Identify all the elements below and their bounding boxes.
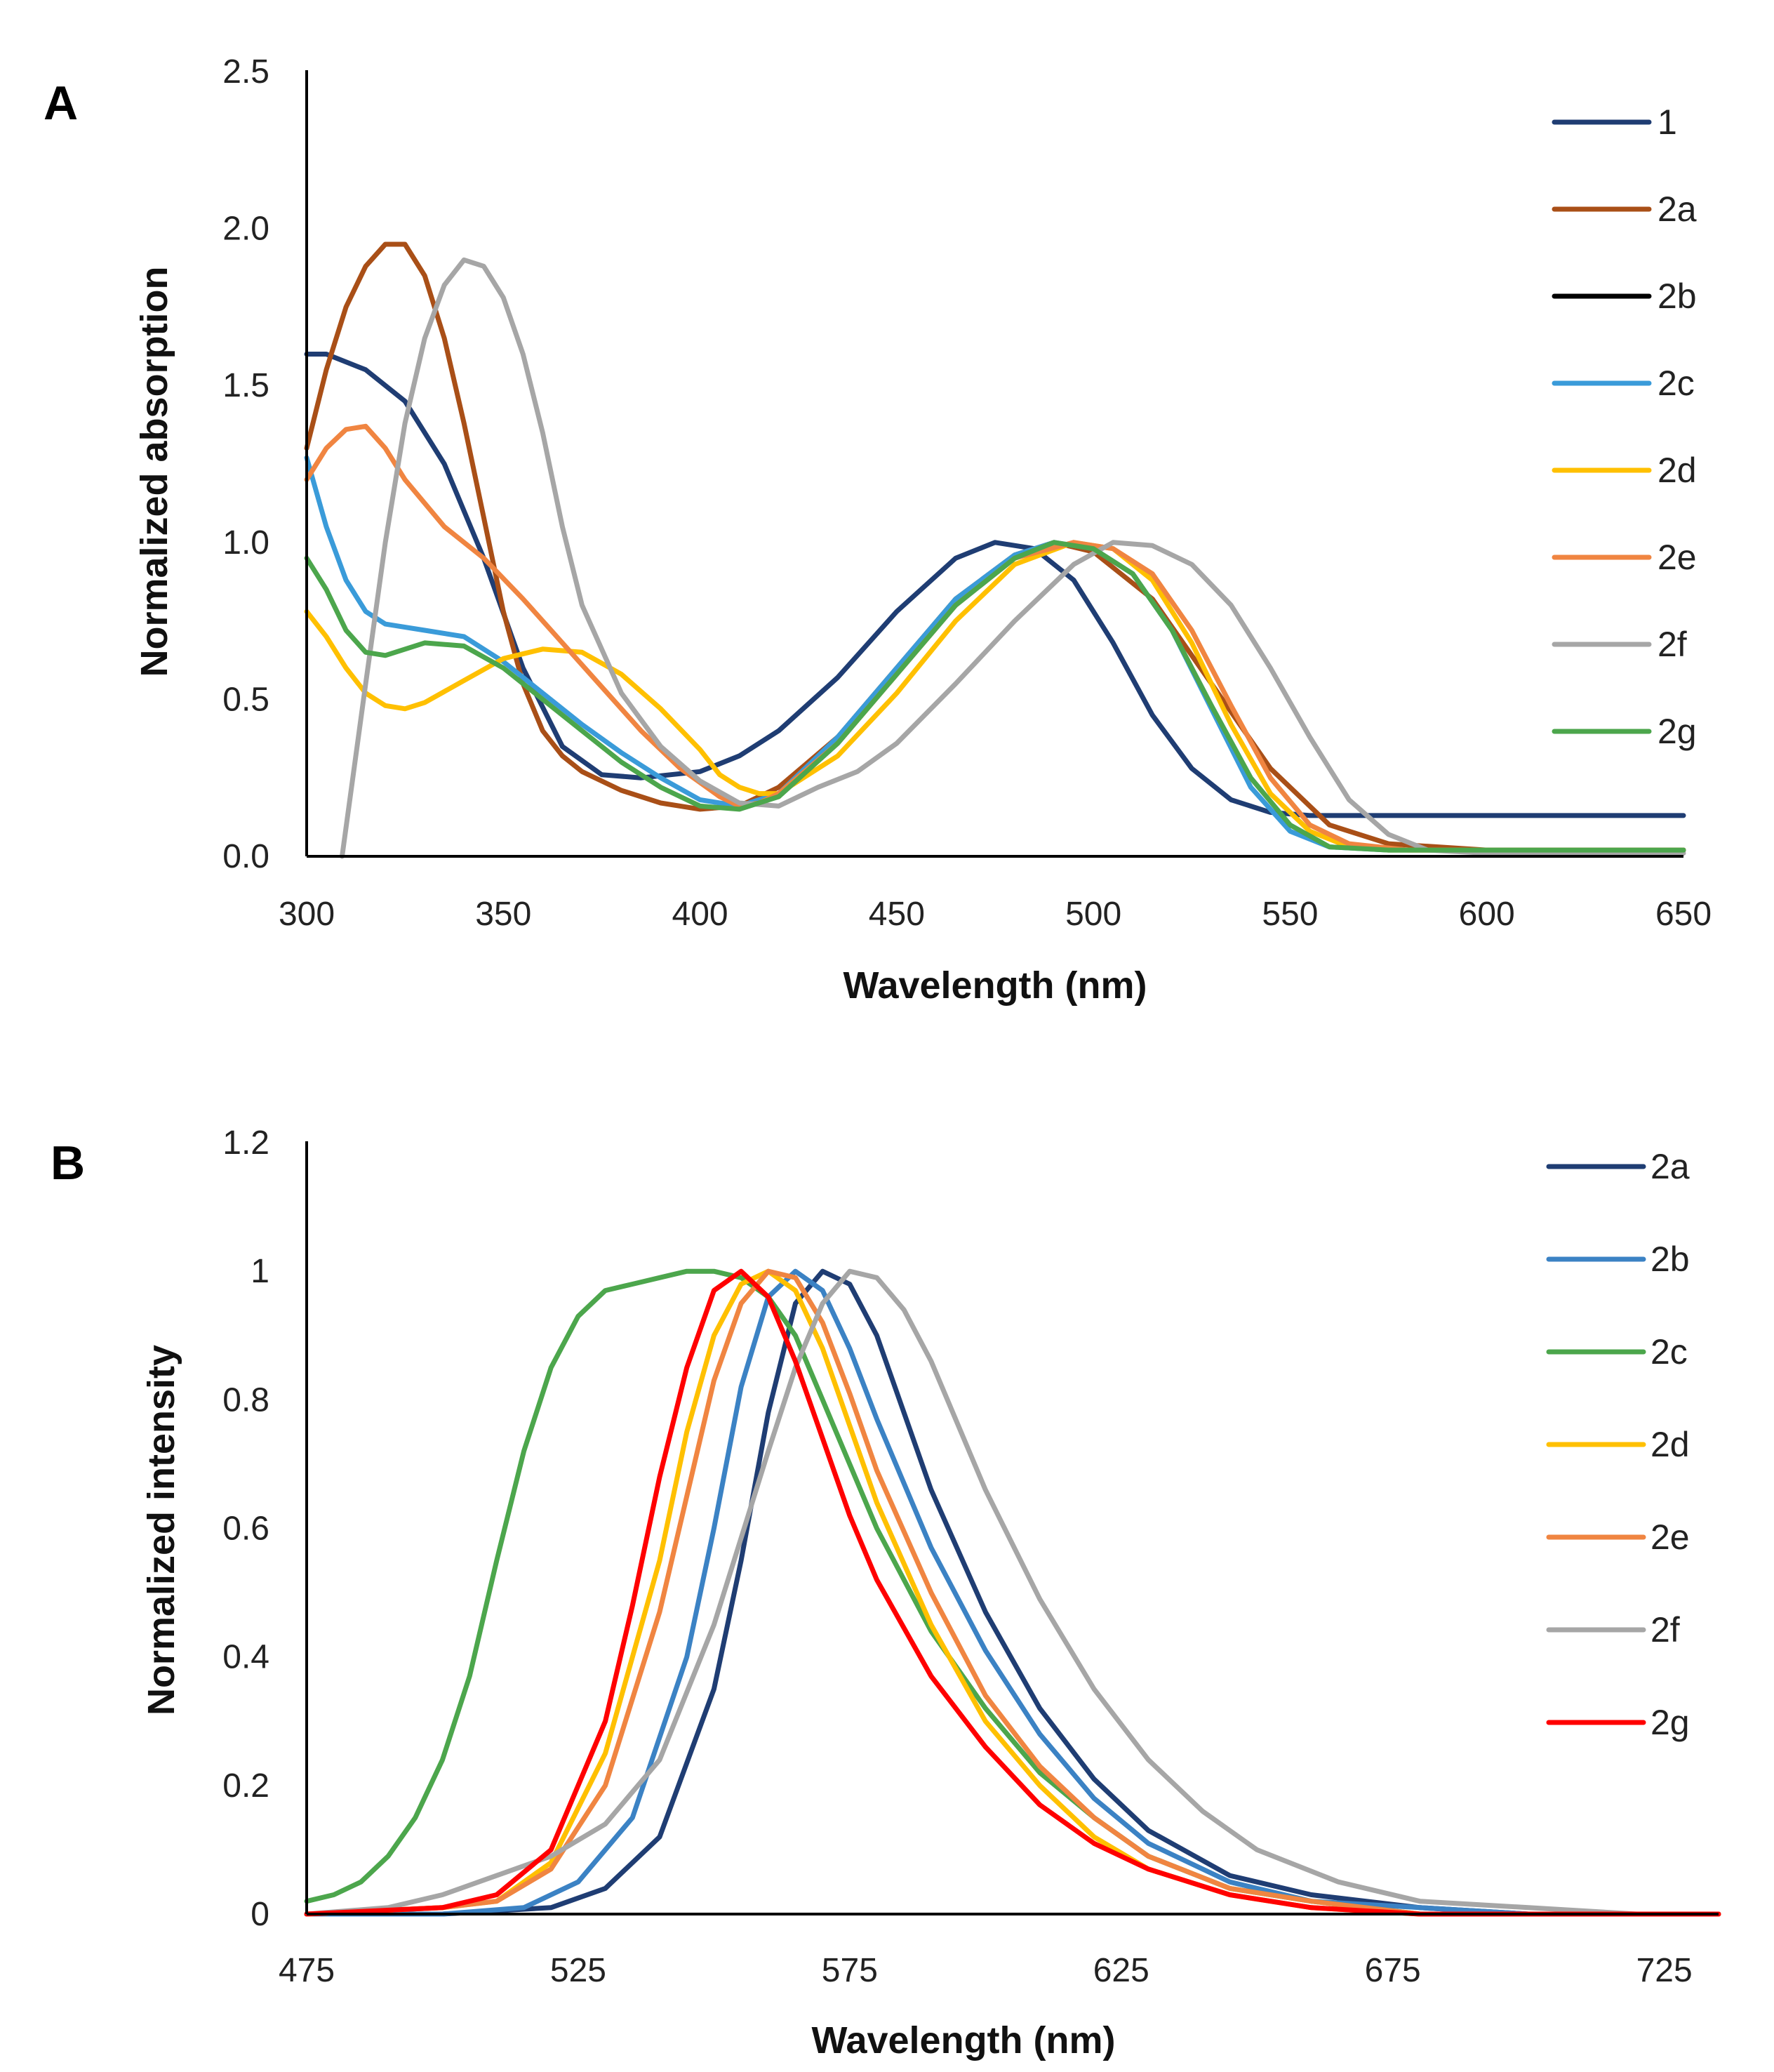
x-tick-label: 475	[279, 1952, 335, 1989]
y-tick-label: 0.0	[222, 838, 269, 875]
legend-label-2a: 2a	[1650, 1147, 1690, 1186]
legend-label-2b: 2b	[1650, 1240, 1690, 1279]
y-tick-label: 0	[251, 1896, 269, 1933]
panel-a: A 300 350 400 450 500 550 600 650 0.0 0.5 1.0 1.5 2.0…	[44, 53, 1712, 1007]
legend-label-2f: 2f	[1650, 1610, 1680, 1649]
x-tick-label: 400	[672, 896, 728, 933]
y-axis-title: Normalized intensity	[140, 1345, 182, 1715]
legend-label-2d: 2d	[1658, 451, 1697, 490]
x-tick-label: 300	[279, 896, 335, 933]
legend-label-1: 1	[1658, 102, 1677, 142]
series-line-2a	[304, 1268, 1721, 1917]
y-tick-label: 0.6	[222, 1510, 269, 1548]
panel-label: A	[44, 77, 78, 130]
x-axis-title: Wavelength (nm)	[811, 2019, 1115, 2061]
y-tick-label: 2.0	[222, 211, 269, 248]
x-tick-label: 650	[1655, 896, 1712, 933]
x-tick-label: 575	[822, 1952, 878, 1989]
x-axis-title: Wavelength (nm)	[843, 964, 1147, 1007]
y-tick-label: 0.8	[222, 1381, 269, 1419]
y-tick-label: 1.0	[222, 524, 269, 562]
legend-label-2a: 2a	[1658, 190, 1697, 229]
legend-label-2c: 2c	[1658, 364, 1695, 403]
y-tick-label: 1.5	[222, 367, 269, 404]
series-line-2b	[304, 1268, 1721, 1917]
x-tick-label: 525	[550, 1952, 606, 1989]
x-tick-label: 450	[869, 896, 925, 933]
x-tick-label: 500	[1065, 896, 1121, 933]
legend-label-2b: 2b	[1658, 277, 1697, 316]
series-group	[304, 1268, 1721, 1917]
series-line-2a	[304, 241, 1686, 853]
y-tick-label: 0.4	[222, 1639, 269, 1676]
series-line-2g	[304, 1268, 1721, 1917]
x-tick-label: 625	[1093, 1952, 1149, 1989]
y-tick-label: 0.2	[222, 1767, 269, 1805]
series-line-2e	[304, 1268, 1721, 1917]
legend: 2a 2b 2c 2d 2e 2f 2g	[1546, 1147, 1690, 1742]
legend-label-2f: 2f	[1658, 625, 1687, 664]
x-tick-label: 675	[1365, 1952, 1421, 1989]
legend-label-2g: 2g	[1658, 712, 1697, 751]
legend-label-2c: 2c	[1650, 1332, 1688, 1372]
x-tick-label: 725	[1636, 1952, 1693, 1989]
legend-label-2g: 2g	[1650, 1703, 1690, 1742]
series-line-2f	[304, 1268, 1640, 1917]
x-tick-label: 350	[475, 896, 531, 933]
legend: 1 2a 2b 2c 2d 2e 2f 2g	[1552, 102, 1697, 751]
y-tick-label: 1	[251, 1253, 269, 1290]
legend-label-2e: 2e	[1658, 538, 1697, 577]
panel-label: B	[51, 1136, 85, 1190]
series-line-2g	[304, 540, 1686, 853]
legend-label-2d: 2d	[1650, 1425, 1690, 1464]
legend-label-2e: 2e	[1650, 1518, 1690, 1557]
series-group	[304, 241, 1686, 859]
series-line-2f	[340, 257, 1686, 859]
series-line-2d	[304, 1268, 1721, 1917]
y-tick-label: 0.5	[222, 681, 269, 718]
panel-b: B 475 525 575 625 675 725 0 0.2 0.4 0.6 0.8 1 1.2 Wave…	[51, 1124, 1721, 2061]
y-tick-label: 1.2	[222, 1124, 269, 1162]
y-axis-title: Normalized absorption	[133, 266, 175, 677]
x-tick-label: 600	[1459, 896, 1515, 933]
x-tick-label: 550	[1262, 896, 1318, 933]
y-tick-label: 2.5	[222, 53, 269, 91]
series-line-2d	[304, 540, 1686, 853]
